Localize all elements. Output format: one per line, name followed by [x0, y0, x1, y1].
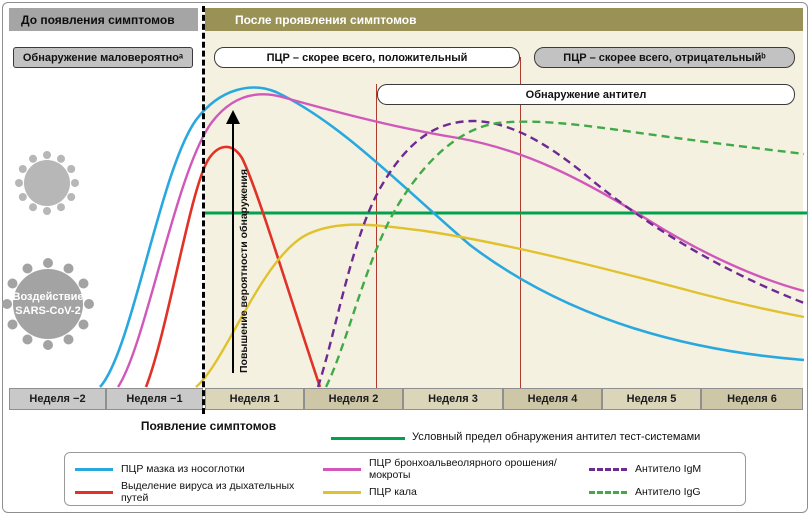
threshold-legend-label: Условный предел обнаружения антител тест…: [412, 431, 701, 443]
legend-label: ПЦР бронхоальвеолярного орошения/мокроты: [369, 457, 557, 481]
axis-week-cell-2: Неделя 2: [304, 388, 403, 410]
axis-week-cell-minus2: Неделя −2: [9, 388, 106, 410]
legend-swatch-pcr-stool: [323, 490, 361, 494]
region-pcr-positive: ПЦР – скорее всего, положительный: [214, 47, 520, 68]
legend-swatch-virus-isolation: [75, 490, 113, 494]
legend-swatch-pcr-nasopharyngeal: [75, 467, 113, 471]
legend-swatch-pcr-bal-sputum: [323, 467, 361, 471]
legend-item: ПЦР мазка из носоглотки: [75, 463, 323, 475]
axis-week-cell-4: Неделя 4: [503, 388, 602, 410]
axis-week-cell-6: Неделя 6: [701, 388, 803, 410]
header-post-symptoms: После проявления симптомов: [205, 8, 803, 31]
symptom-onset-label: Появление симптомов: [140, 419, 277, 433]
legend-label: Антитело IgM: [635, 463, 702, 475]
legend-label: Выделение вируса из дыхательных путей: [121, 480, 295, 504]
legend-item: Антитело IgM: [589, 463, 729, 475]
region-pcr-negative: ПЦР – скорее всего, отрицательныйᵇ: [534, 47, 795, 68]
legend-item: Выделение вируса из дыхательных путей: [75, 480, 323, 504]
axis-week-cell-1: Неделя 1: [205, 388, 304, 410]
legend-item: ПЦР бронхоальвеолярного орошения/мокроты: [323, 457, 589, 481]
axis-week-cell-5: Неделя 5: [602, 388, 701, 410]
region-antibody-detection: Обнаружение антител: [377, 84, 795, 105]
axis-week-cell-3: Неделя 3: [403, 388, 503, 410]
week-marker-line-antibodies: [376, 84, 377, 388]
region-detection-unlikely: Обнаружение маловероятноᵃ: [13, 47, 193, 68]
legend-item: ПЦР кала: [323, 486, 589, 498]
week-marker-line-pcr-negative: [520, 57, 521, 388]
legend-swatch-igm: [589, 467, 627, 471]
threshold-legend-line: [331, 437, 405, 440]
arrow-label: Повышение вероятности обнаружения: [238, 169, 250, 374]
legend-swatch-igg: [589, 490, 627, 494]
legend-label: ПЦР кала: [369, 486, 417, 498]
legend-label: Антитело IgG: [635, 486, 701, 498]
legend-label: ПЦР мазка из носоглотки: [121, 463, 245, 475]
legend-box: ПЦР мазка из носоглотки ПЦР бронхоальвео…: [64, 452, 746, 506]
header-pre-symptoms: До появления симптомов: [9, 8, 198, 31]
legend-item: Антитело IgG: [589, 486, 729, 498]
axis-week-cell-minus1: Неделя −1: [106, 388, 203, 410]
symptom-onset-dashed-line: [202, 6, 205, 414]
